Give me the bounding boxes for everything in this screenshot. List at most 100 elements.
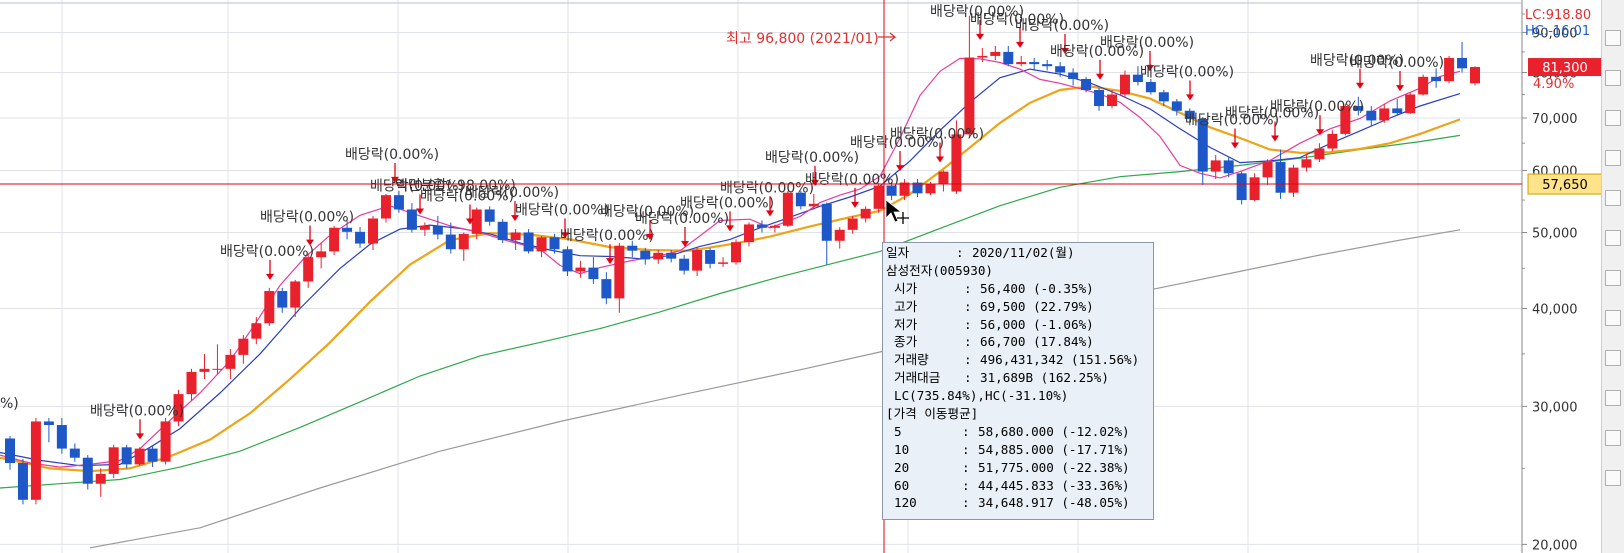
toolbar-button-7[interactable] — [1605, 270, 1621, 286]
candle-body — [873, 185, 884, 209]
dividend-label: 배당락(0.00%) — [890, 126, 984, 142]
dividend-arrow-head — [896, 165, 904, 172]
move-cursor-icon — [897, 212, 909, 224]
candle — [30, 417, 41, 505]
candle-body — [134, 448, 145, 465]
dividend-arrow-head — [1231, 142, 1239, 149]
candle-body — [1262, 162, 1273, 178]
tooltip-ma-row: 10: 54,885.000 (-17.71%) — [894, 441, 1130, 457]
crosshair-price: 57,650 — [1542, 178, 1588, 193]
candle-body — [990, 51, 1001, 56]
tooltip-row-label: 종가 — [894, 334, 918, 350]
candle — [1288, 164, 1299, 197]
dividend-label: 배당락(0.00%) — [560, 228, 654, 244]
tooltip-ma-label: 5 — [894, 423, 902, 439]
candle-body — [1314, 148, 1325, 160]
tooltip-row-label: 거래대금 — [894, 370, 941, 386]
dividend-label: 배당락(0.00%) — [90, 403, 184, 419]
toolbar-button-12[interactable] — [1605, 470, 1621, 486]
candle-body — [692, 249, 703, 271]
dividend-arrow-head — [416, 208, 424, 215]
candle-body — [277, 291, 288, 308]
candle — [1003, 45, 1014, 67]
candle-body — [1301, 159, 1312, 168]
candle — [1470, 66, 1480, 86]
dividend-arrow-head — [1096, 73, 1104, 80]
candle — [873, 183, 884, 213]
candle-body — [510, 232, 521, 241]
dividend-label: 배당락(0.00%) — [635, 211, 729, 227]
current-price: 81,300 — [1542, 61, 1588, 76]
candle-body — [225, 354, 236, 369]
candle — [1275, 149, 1286, 199]
candle — [821, 202, 832, 265]
tooltip-ma-row: 20: 51,775.000 (-22.38%) — [894, 459, 1130, 475]
candle — [56, 417, 67, 454]
tooltip-row-value: 496,431,342 (151.56%) — [980, 352, 1140, 368]
candle — [549, 233, 560, 254]
candle — [795, 190, 806, 210]
legend-lc: LC:918.80 — [1525, 8, 1591, 23]
candle — [834, 227, 845, 249]
dividend-arrow-head — [511, 215, 519, 222]
candle — [938, 170, 949, 192]
candle — [432, 215, 443, 240]
candle-body — [484, 209, 495, 222]
candle — [912, 179, 923, 197]
toolbar-button-1[interactable] — [1605, 30, 1621, 46]
dividend-arrow-head — [391, 176, 399, 183]
candle-body — [173, 394, 184, 422]
candle-body — [536, 237, 547, 252]
candle — [705, 247, 716, 269]
dividend-label: 배당락(0.00%) — [970, 12, 1064, 28]
candle-body — [1470, 67, 1480, 84]
candle-body — [406, 209, 417, 230]
candle — [393, 190, 404, 213]
toolbar-button-4[interactable] — [1605, 150, 1621, 166]
candle — [173, 389, 184, 427]
toolbar-button-8[interactable] — [1605, 310, 1621, 326]
candle-body — [1119, 74, 1130, 95]
candle-body — [977, 55, 988, 58]
candle-body — [303, 257, 314, 282]
candle-body — [1249, 177, 1260, 201]
candle — [523, 229, 534, 254]
candle — [769, 224, 780, 233]
candle-body — [575, 267, 586, 272]
tooltip-row: 종가: 66,700 (17.84%) — [894, 334, 1094, 350]
candle-body — [640, 250, 651, 260]
toolbar-button-2[interactable] — [1605, 70, 1621, 86]
dividend-arrow-head — [936, 156, 944, 163]
dividend-arrow-head — [561, 232, 569, 239]
candle — [95, 468, 106, 497]
candle — [743, 222, 754, 247]
toolbar-button-5[interactable] — [1605, 190, 1621, 206]
candle — [1444, 55, 1455, 84]
candle-body — [588, 267, 599, 280]
toolbar-button-9[interactable] — [1605, 350, 1621, 366]
candle-body — [627, 245, 638, 251]
candle — [1301, 153, 1312, 172]
toolbar-button-3[interactable] — [1605, 110, 1621, 126]
candle-body — [445, 234, 456, 250]
candle-body — [1353, 106, 1364, 111]
candle — [406, 203, 417, 233]
candle-body — [782, 192, 793, 226]
candle-body — [1392, 108, 1403, 114]
candle — [355, 227, 366, 248]
candle — [601, 272, 612, 305]
toolbar-button-11[interactable] — [1605, 430, 1621, 446]
toolbar-button-6[interactable] — [1605, 230, 1621, 246]
dividend-label: 배당락(0.00%) — [600, 204, 694, 220]
candle — [238, 334, 249, 364]
dividend-arrow-head — [976, 33, 984, 40]
candle-body — [1132, 74, 1143, 83]
dividend-label: 배당락(0.00%) — [1310, 53, 1404, 69]
toolbar-button-10[interactable] — [1605, 390, 1621, 406]
dividend-label: 배당락(0.00%) — [420, 189, 514, 205]
candle-body — [614, 245, 625, 299]
candle-body — [393, 195, 404, 210]
